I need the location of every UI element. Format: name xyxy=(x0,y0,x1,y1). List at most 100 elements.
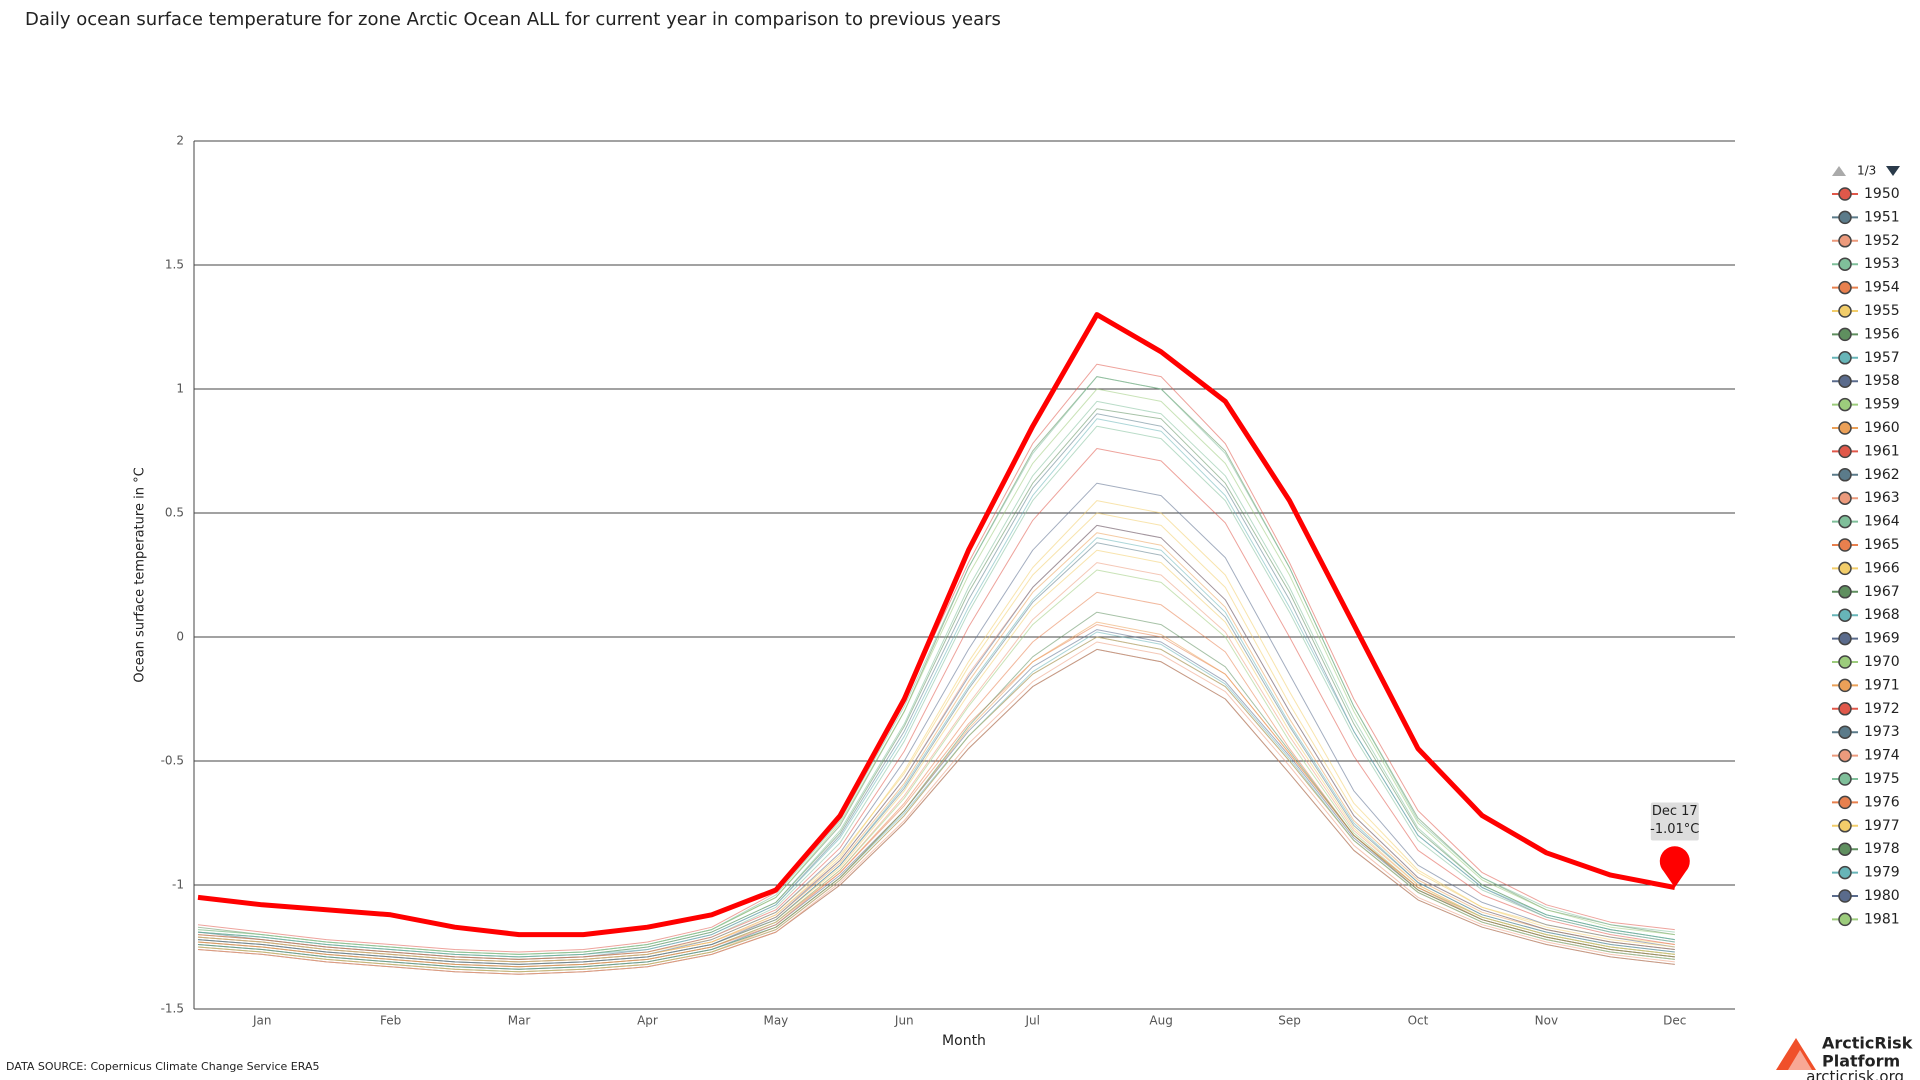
y-tick-label: -1.5 xyxy=(161,1002,184,1016)
legend-marker xyxy=(1838,234,1852,248)
legend-label: 1961 xyxy=(1864,443,1900,459)
legend-label: 1974 xyxy=(1864,748,1900,764)
legend-marker xyxy=(1838,655,1852,669)
x-tick-label: Aug xyxy=(1149,1014,1172,1028)
legend-label: 1978 xyxy=(1864,841,1900,857)
legend-marker xyxy=(1838,351,1852,365)
legend-marker xyxy=(1838,421,1852,435)
legend-label: 1975 xyxy=(1864,771,1900,787)
legend-label: 1958 xyxy=(1864,373,1900,389)
logo-text: ArcticRisk xyxy=(1822,1034,1913,1053)
legend-marker xyxy=(1838,585,1852,599)
year-line xyxy=(197,524,1675,965)
legend-marker xyxy=(1838,280,1852,295)
legend-label: 1980 xyxy=(1864,888,1900,904)
legend-label: 1970 xyxy=(1864,654,1900,670)
year-line xyxy=(197,648,1675,975)
logo-icon-inner xyxy=(1788,1050,1812,1070)
legend-label: 1973 xyxy=(1864,724,1900,740)
year-line xyxy=(197,400,1675,958)
x-tick-label: Jul xyxy=(1024,1014,1039,1028)
legend-label: 1962 xyxy=(1864,467,1900,483)
legend-label: 1951 xyxy=(1864,209,1900,225)
year-line xyxy=(197,413,1675,960)
website: arcticrisk.org xyxy=(1806,1068,1904,1080)
x-tick-label: Jan xyxy=(252,1014,272,1028)
chart-title: Daily ocean surface temperature for zone… xyxy=(25,9,1001,30)
data-source: DATA SOURCE: Copernicus Climate Change S… xyxy=(6,1060,319,1073)
legend-label: 1955 xyxy=(1864,303,1900,319)
legend-label: 1953 xyxy=(1864,256,1900,272)
legend-marker xyxy=(1838,491,1852,505)
legend-marker xyxy=(1838,725,1852,739)
year-line xyxy=(197,648,1675,975)
legend-label: 1960 xyxy=(1864,420,1900,436)
y-tick-label: 2 xyxy=(176,134,184,148)
year-line xyxy=(197,636,1675,973)
year-line xyxy=(197,549,1675,965)
current-marker xyxy=(1659,846,1690,888)
legend-label: 1971 xyxy=(1864,677,1900,693)
legend-next[interactable] xyxy=(1886,166,1900,176)
x-tick-label: Dec xyxy=(1663,1014,1686,1028)
legend-label: 1965 xyxy=(1864,537,1900,553)
legend-label: 1959 xyxy=(1864,397,1900,413)
legend-label: 1968 xyxy=(1864,607,1900,623)
legend-marker xyxy=(1838,210,1852,225)
year-line xyxy=(197,542,1675,965)
legend-label: 1954 xyxy=(1864,280,1900,296)
legend-marker xyxy=(1838,912,1852,927)
legend-marker xyxy=(1838,748,1852,763)
y-tick-label: 0 xyxy=(176,630,184,644)
legend-label: 1964 xyxy=(1864,514,1900,530)
year-line xyxy=(197,425,1675,960)
tooltip-value: -1.01°C xyxy=(1650,822,1699,837)
legend-marker xyxy=(1838,865,1852,880)
legend-marker xyxy=(1838,257,1852,271)
legend-marker xyxy=(1838,561,1852,576)
x-axis-label: Month xyxy=(942,1033,986,1049)
tooltip-date: Dec 17 xyxy=(1652,804,1698,819)
legend-label: 1976 xyxy=(1864,794,1900,810)
legend-marker xyxy=(1838,538,1852,552)
x-tick-label: Apr xyxy=(637,1014,658,1028)
x-tick-label: Nov xyxy=(1535,1014,1558,1028)
year-line xyxy=(197,591,1675,968)
legend-label: 1957 xyxy=(1864,350,1900,366)
legend-marker xyxy=(1838,819,1852,833)
x-tick-label: Jun xyxy=(894,1014,914,1028)
legend-marker xyxy=(1838,327,1852,342)
legend-label: 1969 xyxy=(1864,631,1900,647)
legend-marker xyxy=(1838,702,1852,716)
legend-label: 1952 xyxy=(1864,233,1900,249)
year-line xyxy=(197,418,1675,958)
tooltip-box xyxy=(1650,802,1699,841)
legend-marker xyxy=(1838,374,1852,388)
legend-marker xyxy=(1838,795,1852,810)
y-tick-label: 1 xyxy=(176,382,184,396)
year-line xyxy=(197,448,1675,960)
x-tick-label: May xyxy=(763,1014,788,1028)
legend-marker xyxy=(1838,678,1852,693)
y-axis-label: Ocean surface temperature in °C xyxy=(133,467,148,682)
x-tick-label: Mar xyxy=(508,1014,531,1028)
year-line xyxy=(197,611,1675,970)
legend-marker xyxy=(1838,842,1852,856)
logo-text: Platform xyxy=(1822,1052,1900,1071)
legend-marker xyxy=(1838,397,1852,412)
legend-label: 1977 xyxy=(1864,818,1900,834)
year-line xyxy=(197,532,1675,963)
legend-marker xyxy=(1838,608,1852,622)
year-line xyxy=(197,376,1675,955)
y-tick-label: 1.5 xyxy=(165,258,184,272)
legend-marker xyxy=(1838,468,1852,482)
legend-marker xyxy=(1838,772,1852,786)
legend-prev[interactable] xyxy=(1832,166,1846,176)
x-tick-label: Sep xyxy=(1278,1014,1301,1028)
year-line xyxy=(197,500,1675,963)
legend-label: 1967 xyxy=(1864,584,1900,600)
legend-marker xyxy=(1838,631,1852,646)
legend-marker xyxy=(1838,304,1852,318)
